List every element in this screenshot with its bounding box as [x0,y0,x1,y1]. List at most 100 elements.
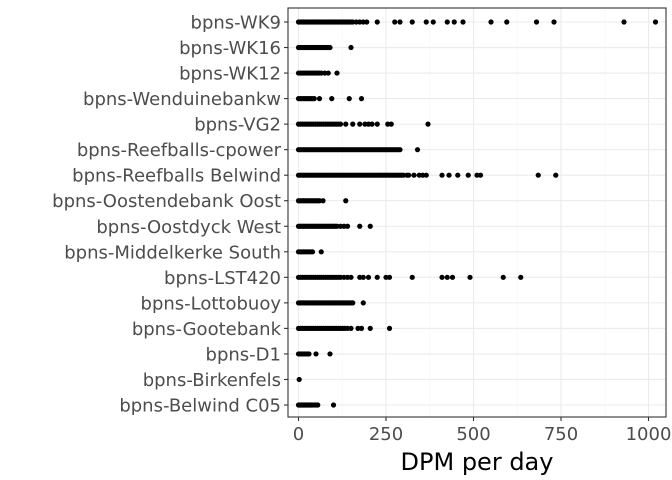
data-point [386,274,393,280]
data-point [535,172,541,178]
data-point [306,351,312,357]
data-point [444,19,450,25]
data-point [315,402,321,408]
y-tick-label: bpns-Birkenfels [143,370,281,391]
y-tick-label: bpns-Middelkerke South [64,242,281,263]
data-point [360,274,366,280]
data-point [367,325,373,331]
x-tick-label: 1000 [626,424,672,445]
data-point [344,223,351,229]
data-point [439,274,445,280]
data-point [343,121,349,127]
y-tick-label: bpns-Wenduinebankw [83,89,281,110]
data-point [346,96,352,102]
data-point [313,351,319,357]
data-point [409,19,415,25]
data-point [358,325,365,331]
y-tick-label: bpns-LST420 [164,268,281,289]
data-point [551,19,557,25]
data-point [444,274,450,280]
y-tick-label: bpns-WK16 [179,38,281,59]
data-point [325,70,331,76]
data-point [518,274,524,280]
data-point [423,19,429,25]
data-point [348,44,354,51]
data-point [374,274,380,280]
y-tick-label: bpns-WK12 [179,64,281,85]
data-point [392,19,398,25]
data-point [411,172,417,178]
data-point [350,121,356,127]
data-point [357,121,363,127]
y-tick-label: bpns-VG2 [194,115,281,136]
data-point [309,249,316,255]
data-point [500,274,506,280]
data-point [360,300,366,306]
data-point [488,19,494,25]
data-point [553,172,559,178]
data-point [350,300,356,306]
data-point [533,19,540,25]
y-tick-label: bpns-Lottobuoy [141,293,282,314]
data-point [330,402,337,408]
x-axis-title: DPM per day [401,448,554,476]
data-point [414,147,421,153]
data-point [467,274,473,280]
panel-border [287,7,667,418]
data-point [386,325,393,331]
y-tick-label: bpns-Reefballs-cpower [77,140,282,161]
data-point [425,121,431,127]
data-point [311,96,317,102]
data-point [388,121,394,127]
data-point [296,376,302,383]
data-point [397,19,403,25]
data-point [358,96,365,102]
data-point [397,147,403,153]
data-point [406,172,412,178]
data-point [652,19,659,25]
data-point [374,19,380,25]
data-point [343,198,349,204]
data-point [318,249,324,255]
y-tick-label: bpns-Oostdyck West [96,217,281,238]
data-point [357,223,363,229]
y-axis: bpns-Belwind C05 bpns-Birkenfels bpns-D1 bp… [52,13,288,417]
x-tick-label: 250 [369,424,403,445]
y-tick-label: bpns-Reefballs Belwind [72,166,281,187]
data-point [334,70,340,76]
data-point [423,172,429,178]
data-point [621,19,627,25]
x-tick-label: 500 [456,424,490,445]
data-point [504,19,510,25]
x-tick-label: 0 [293,424,304,445]
data-point [449,274,456,280]
data-point [327,44,333,51]
data-point [439,172,445,178]
data-point [460,19,466,25]
data-point [451,19,457,25]
y-tick-label: bpns-D1 [206,344,281,365]
data-point [337,121,344,127]
data-point [348,325,354,331]
data-point [446,172,452,178]
points-layer [295,19,659,408]
data-point [316,96,323,102]
y-tick-label: bpns-Belwind C05 [119,396,281,417]
x-tick-label: 750 [544,424,578,445]
data-point [369,121,375,127]
data-point [455,172,461,178]
y-tick-label: bpns-WK9 [191,13,281,34]
data-point [367,223,373,229]
data-point [365,274,372,280]
data-point [409,274,415,280]
data-point [374,121,380,127]
data-point [320,198,326,204]
data-point [348,274,354,280]
data-point [430,19,436,25]
y-tick-label: bpns-Oostendebank Oost [52,191,281,212]
y-tick-label: bpns-Gootebank [132,319,282,340]
data-point [329,96,335,102]
